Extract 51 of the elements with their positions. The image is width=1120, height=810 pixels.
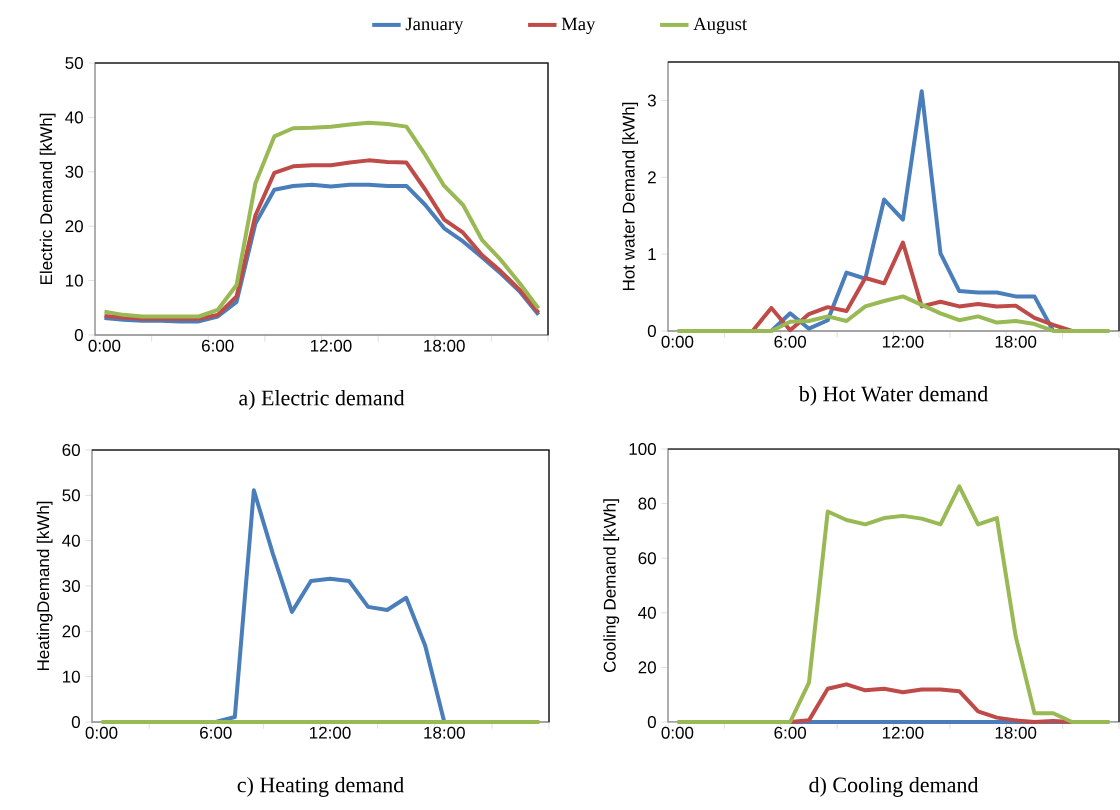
y-tick-label: 0 xyxy=(647,715,656,729)
x-tick-label: 6:00 xyxy=(774,726,807,739)
x-tick-label: 18:00 xyxy=(424,726,465,739)
text: a) Electric demand xyxy=(239,389,405,410)
y-tick-label: 60 xyxy=(62,443,80,457)
y-tick-label: 10 xyxy=(63,670,80,683)
y-tick-label: 0 xyxy=(71,715,80,729)
x-tick-label: 0:00 xyxy=(88,339,121,352)
y-tick-label: 30 xyxy=(65,165,83,178)
y-axis-title: Electric Demand [kWh] xyxy=(39,113,56,285)
x-tick-label: 6:00 xyxy=(200,726,232,739)
y-tick-label: 20 xyxy=(638,661,656,674)
y-tick-label: 100 xyxy=(629,442,656,456)
y-tick-label: 40 xyxy=(65,111,83,124)
x-tick-label: 6:00 xyxy=(774,335,807,348)
x-tick-label: 0:00 xyxy=(85,726,118,739)
y-tick-label: 0 xyxy=(74,328,83,342)
y-tick-label: 40 xyxy=(62,534,80,547)
y-axis-title: Cooling Demand [kWh] xyxy=(603,499,620,673)
y-tick-label: 40 xyxy=(638,606,656,619)
x-tick-label: 12:00 xyxy=(882,726,924,739)
x-tick-label: 6:00 xyxy=(202,339,234,352)
legend-label: May xyxy=(561,17,596,35)
legend-label: January xyxy=(405,17,464,35)
legend-label: August xyxy=(693,17,748,35)
text: c) Heating demand xyxy=(237,776,404,797)
y-tick-label: 10 xyxy=(66,274,83,287)
text: d) Cooling demand xyxy=(809,776,979,797)
text: b) Hot Water demand xyxy=(798,385,988,406)
x-tick-label: 18:00 xyxy=(995,726,1037,739)
y-tick-label: 2 xyxy=(648,171,656,184)
line-series xyxy=(769,89,1056,333)
y-tick-label: 0 xyxy=(647,324,656,338)
y-axis-title: Hot water Demand [kWh] xyxy=(622,102,639,291)
x-tick-label: 0:00 xyxy=(661,335,694,348)
y-tick-label: 60 xyxy=(638,552,656,565)
x-tick-label: 12:00 xyxy=(310,726,351,739)
y-tick-label: 1 xyxy=(648,248,656,260)
y-tick-label: 50 xyxy=(65,56,83,70)
y-axis-title: HeatingDemand [kWh] xyxy=(36,501,53,671)
x-tick-label: 0:00 xyxy=(661,726,694,739)
y-tick-label: 50 xyxy=(62,489,80,502)
x-tick-label: 18:00 xyxy=(995,335,1037,348)
y-tick-label: 80 xyxy=(638,497,656,510)
x-tick-label: 18:00 xyxy=(424,339,465,352)
y-tick-label: 3 xyxy=(647,94,656,107)
y-tick-label: 20 xyxy=(62,625,80,638)
x-tick-label: 12:00 xyxy=(882,335,924,348)
y-tick-label: 20 xyxy=(65,220,83,233)
y-tick-label: 30 xyxy=(62,579,80,593)
x-tick-label: 12:00 xyxy=(310,339,352,352)
